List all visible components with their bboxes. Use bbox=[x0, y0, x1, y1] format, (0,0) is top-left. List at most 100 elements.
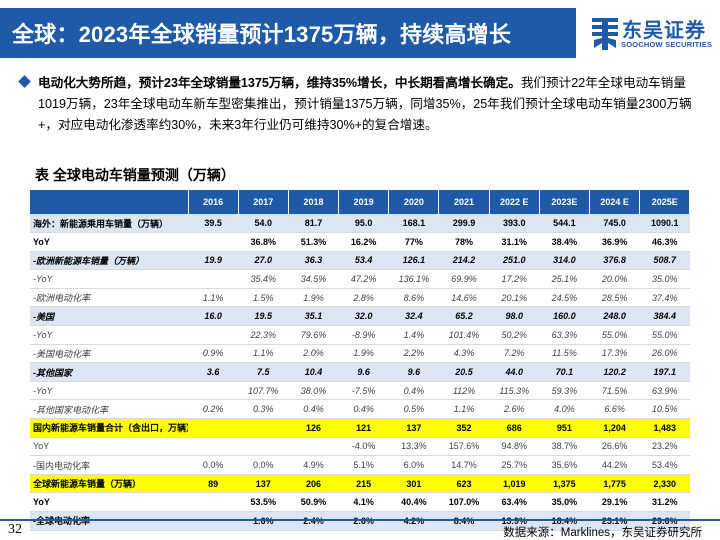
table-cell: 31.2% bbox=[639, 492, 690, 512]
table-cell: 3.6 bbox=[188, 362, 239, 382]
table-cell: 38.7% bbox=[539, 437, 590, 457]
table-cell bbox=[188, 492, 239, 512]
table-cell bbox=[188, 437, 239, 457]
table-cell: 393.0 bbox=[489, 214, 540, 234]
table-cell: 36.8% bbox=[238, 232, 289, 252]
table-cell: 6.0% bbox=[388, 455, 439, 475]
table-cell: 63.4% bbox=[489, 492, 540, 512]
table-title: 表 全球电动车销量预测（万辆） bbox=[35, 167, 235, 183]
table-cell: 107.7% bbox=[238, 381, 289, 401]
table-cell: 376.8 bbox=[589, 251, 640, 271]
table-cell: 1,204 bbox=[589, 418, 640, 438]
table-cell: 63.9% bbox=[639, 381, 690, 401]
table-cell: 112% bbox=[438, 381, 490, 401]
header-cell-year: 2018 bbox=[288, 190, 340, 214]
table-cell bbox=[188, 232, 239, 252]
row-label: -美国 bbox=[30, 306, 188, 327]
row-label: 海外：新能源乘用车销量（万辆） bbox=[30, 214, 188, 234]
table-cell: 26.0% bbox=[639, 344, 690, 364]
table-row: -YoY 35.4% 34.5% 47.2% 136.1% 69.9% 17.2% 25.1%… bbox=[30, 269, 690, 289]
table-cell: 10.5% bbox=[639, 399, 690, 420]
table-cell: 24.5% bbox=[539, 288, 590, 308]
table-cell: 157.6% bbox=[438, 437, 490, 457]
header-cell-year: 2019 bbox=[338, 190, 390, 214]
table-cell: 101.4% bbox=[438, 325, 490, 345]
table-cell: 2.8% bbox=[338, 288, 389, 308]
table-cell: 314.0 bbox=[539, 251, 590, 271]
table-cell: 4.3% bbox=[438, 344, 490, 364]
summary-body: 我们预计22年全球电动车销量1019万辆，23年全球电动车新车型密集推出，预计销… bbox=[38, 76, 692, 132]
table-cell: 9.6 bbox=[338, 362, 389, 382]
table-cell: 34.5% bbox=[288, 269, 339, 289]
row-label: -国内电动化率 bbox=[30, 455, 188, 475]
table-cell: 206 bbox=[288, 474, 339, 494]
table-cell: 121 bbox=[338, 418, 389, 438]
table-cell: 98.0 bbox=[489, 306, 540, 327]
table-cell: 352 bbox=[438, 418, 490, 438]
table-cell: 1,483 bbox=[639, 418, 690, 438]
row-label: -美国电动化率 bbox=[30, 344, 188, 364]
table-cell: 35.0% bbox=[539, 492, 590, 512]
row-label: -其他国家 bbox=[30, 362, 188, 382]
header-cell-year: 2020 bbox=[388, 190, 440, 214]
row-label: YoY bbox=[30, 232, 188, 252]
table-cell: -7.5% bbox=[338, 381, 389, 401]
header-cell-year: 2022 E bbox=[489, 190, 540, 214]
table-cell: 32.4 bbox=[388, 306, 439, 327]
header-cell-label bbox=[30, 190, 189, 214]
table-cell: 16.0 bbox=[188, 306, 239, 327]
table-cell: 2.2% bbox=[388, 344, 439, 364]
table-cell: 1.9% bbox=[338, 344, 389, 364]
table-cell: 215 bbox=[338, 474, 389, 494]
brand-logo: 东吴证券 SOOCHOW SECURITIES bbox=[590, 12, 716, 56]
row-label: YoY bbox=[30, 437, 188, 457]
table-cell: 35.4% bbox=[238, 269, 289, 289]
table-cell: 47.2% bbox=[338, 269, 389, 289]
table-row: 全球新能源车销量（万辆） 89 137 206 215 301 623 1,019 1,375 1… bbox=[30, 474, 690, 494]
header-cell-year: 2025E bbox=[639, 190, 691, 214]
title-bar: 全球：2023年全球销量预计1375万辆，持续高增长 bbox=[0, 8, 576, 58]
table-cell: 0.3% bbox=[238, 399, 289, 420]
table-cell: 7.5 bbox=[238, 362, 289, 382]
table-cell: 70.1 bbox=[539, 362, 590, 382]
header-cell-year: 2016 bbox=[188, 190, 239, 214]
table-cell: 59.3% bbox=[539, 381, 590, 401]
table-cell bbox=[188, 269, 239, 289]
table-cell: 214.2 bbox=[438, 251, 490, 271]
table-cell: 36.3 bbox=[288, 251, 339, 271]
table-cell: 29.1% bbox=[589, 492, 640, 512]
table-cell: 20.0% bbox=[589, 269, 640, 289]
table-cell: 115.3% bbox=[489, 381, 540, 401]
row-label: -欧洲新能源车销量（万辆） bbox=[30, 251, 188, 271]
table-row: -美国 16.0 19.5 35.1 32.0 32.4 65.2 98.0 160.0 248.… bbox=[30, 306, 690, 327]
table-cell: 22.3% bbox=[238, 325, 289, 345]
table-cell: 248.0 bbox=[589, 306, 640, 327]
data-source: 数据来源：Marklines，东吴证券研究所 bbox=[503, 527, 702, 539]
logo-english: SOOCHOW SECURITIES bbox=[621, 40, 713, 49]
table-cell: 53.4 bbox=[338, 251, 389, 271]
table-row: 国内新能源车销量合计（含出口，万辆） 126 121 137 352 686 951 1,20… bbox=[30, 418, 690, 438]
table-cell: 0.5% bbox=[388, 399, 439, 420]
table-row: -欧洲电动化率 1.1% 1.5% 1.9% 2.8% 8.6% 14.6% 20.1% 24.… bbox=[30, 288, 690, 308]
table-cell: 17.3% bbox=[589, 344, 640, 364]
table-cell: 107.0% bbox=[438, 492, 490, 512]
table-cell: 26.6% bbox=[589, 437, 640, 457]
table-cell: 745.0 bbox=[589, 214, 640, 234]
table-cell: 37.4% bbox=[639, 288, 690, 308]
table-cell: 78% bbox=[438, 232, 490, 252]
table-row: -其他国家电动化率 0.2% 0.3% 0.4% 0.4% 0.5% 1.1% 2.6% 4.0… bbox=[30, 399, 690, 420]
table-cell: 54.0 bbox=[238, 214, 289, 234]
row-label: 国内新能源车销量合计（含出口，万辆） bbox=[30, 418, 188, 438]
table-cell: 31.1% bbox=[489, 232, 540, 252]
table-cell: 50.9% bbox=[288, 492, 339, 512]
table-row: YoY -4.0% 13.3% 157.6% 94.8% 38.7% 26.6% 23.2% bbox=[30, 437, 690, 457]
table-row: YoY 36.8% 51.3% 16.2% 77% 78% 31.1% 38.4% 36.9% 4… bbox=[30, 232, 690, 252]
summary-bullet: 电动化大势所趋，预计23年全球销量1375万辆，维持35%增长，中长期看高增长确… bbox=[18, 73, 710, 136]
table-cell: 623 bbox=[438, 474, 490, 494]
table-cell: 4.0% bbox=[539, 399, 590, 420]
table-cell: 25.1% bbox=[539, 269, 590, 289]
table-cell: 0.9% bbox=[188, 344, 239, 364]
table-cell: 44.0 bbox=[489, 362, 540, 382]
table-cell: 79.6% bbox=[288, 325, 339, 345]
footer-divider bbox=[0, 519, 720, 521]
